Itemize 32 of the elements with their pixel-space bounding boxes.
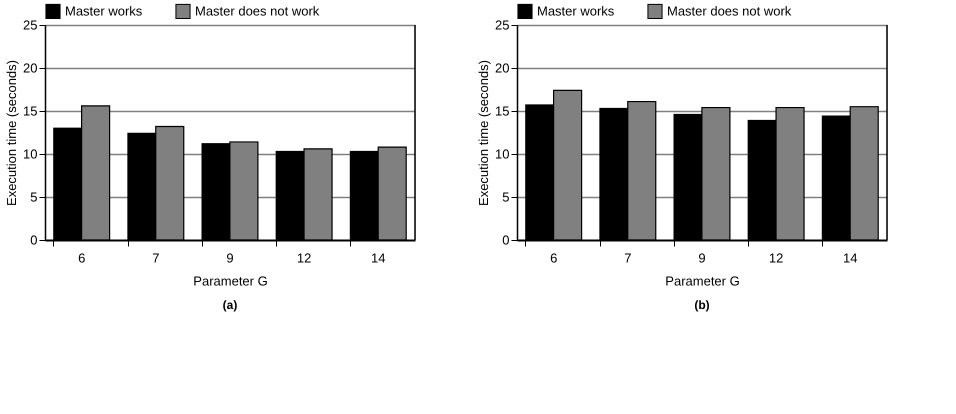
x-tick-label: 6 [550, 250, 558, 266]
legend-label: Master does not work [195, 3, 320, 18]
y-tick-label: 5 [502, 190, 510, 204]
y-tick-label: 25 [23, 18, 38, 32]
y-tick-label: 25 [495, 18, 510, 32]
x-tick-label: 12 [768, 250, 784, 266]
y-tick-label: 5 [30, 190, 38, 204]
y-tick-label: 20 [23, 60, 38, 76]
text: (a) [222, 298, 238, 312]
x-axis-title: Parameter G [665, 274, 740, 288]
x-tick-label: 12 [296, 250, 312, 266]
x-axis-title: Parameter G [193, 274, 268, 288]
y-tick-label: 0 [30, 232, 38, 248]
legend-label: Master works [537, 3, 615, 18]
x-tick-label: 14 [371, 250, 386, 266]
text: (b) [694, 298, 710, 312]
x-tick-label: 9 [226, 250, 234, 266]
x-tick-label: 14 [843, 250, 858, 266]
y-tick-label: 15 [23, 104, 38, 118]
y-tick-label: 15 [495, 104, 510, 118]
legend-label: Master works [65, 3, 143, 18]
y-axis-title: Execution time (seconds) [4, 60, 20, 206]
x-tick-label: 9 [698, 250, 706, 266]
x-tick-label: 6 [78, 250, 86, 266]
x-tick-label: 7 [152, 250, 160, 266]
y-tick-label: 10 [23, 146, 38, 162]
legend-label: Master does not work [667, 3, 792, 18]
y-tick-label: 20 [495, 60, 510, 76]
y-tick-label: 0 [502, 232, 510, 248]
x-tick-label: 7 [624, 250, 632, 266]
y-tick-label: 10 [495, 146, 510, 162]
y-axis-title: Execution time (seconds) [476, 60, 492, 206]
